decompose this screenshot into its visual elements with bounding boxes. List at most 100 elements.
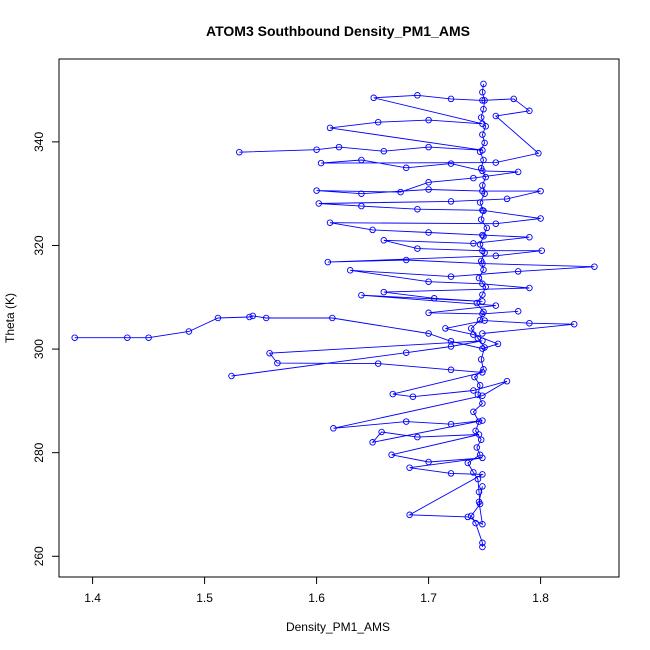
series-line <box>231 340 508 525</box>
data-point <box>479 207 486 214</box>
data-point <box>479 454 486 462</box>
data-point <box>479 280 486 288</box>
data-point <box>481 139 488 147</box>
data-point <box>249 312 257 320</box>
data-point <box>591 263 598 270</box>
data-point <box>236 148 243 156</box>
data-point <box>526 233 533 241</box>
data-point <box>526 107 533 115</box>
data-point <box>447 470 455 477</box>
data-point <box>324 258 332 266</box>
data-point <box>389 390 397 398</box>
data-point <box>470 469 477 476</box>
data-point <box>503 195 511 203</box>
data-point <box>369 439 376 446</box>
data-point <box>481 317 488 324</box>
series-3 <box>236 92 598 318</box>
data-point <box>329 314 336 322</box>
series-layer <box>71 80 598 551</box>
data-point <box>483 224 491 232</box>
x-tick-label: 1.5 <box>196 591 213 605</box>
data-point <box>481 249 488 256</box>
data-point <box>476 382 484 389</box>
data-point <box>477 436 485 443</box>
data-point <box>479 298 486 305</box>
y-tick-label: 300 <box>32 339 46 359</box>
data-point <box>430 295 438 302</box>
data-point <box>479 131 486 138</box>
data-point <box>425 179 432 186</box>
data-point <box>425 458 432 466</box>
data-point <box>479 187 486 195</box>
data-point <box>406 464 413 471</box>
data-point <box>570 320 578 328</box>
data-point <box>492 159 500 166</box>
data-point <box>479 539 486 547</box>
data-point <box>414 245 421 252</box>
data-point <box>514 308 522 315</box>
data-point <box>526 319 533 327</box>
data-point <box>358 291 365 299</box>
data-point <box>425 278 432 285</box>
data-point <box>479 483 486 490</box>
data-point <box>370 94 377 102</box>
data-point <box>479 369 486 376</box>
data-point <box>326 219 334 226</box>
data-point <box>475 431 483 438</box>
data-point <box>447 95 455 103</box>
x-axis: 1.4 1.5 1.6 1.7 1.8 <box>84 576 549 605</box>
data-point <box>414 92 421 99</box>
data-point <box>313 146 320 153</box>
data-point <box>425 229 432 236</box>
data-point <box>480 105 487 113</box>
data-point <box>475 498 483 506</box>
data-point <box>447 343 455 350</box>
data-point <box>380 288 388 296</box>
data-point <box>425 116 432 124</box>
data-point <box>467 325 475 332</box>
data-point <box>514 168 522 176</box>
data-point <box>266 349 273 357</box>
data-point <box>145 334 152 341</box>
data-point <box>358 190 365 197</box>
data-point <box>470 174 477 182</box>
data-point <box>477 114 485 121</box>
chart-title: ATOM3 Southbound Density_PM1_AMS <box>206 23 470 39</box>
data-point <box>474 475 482 483</box>
data-point <box>374 118 382 126</box>
x-tick-label: 1.6 <box>308 591 325 605</box>
data-point <box>479 392 486 399</box>
series-2 <box>228 337 511 528</box>
data-point <box>402 418 410 425</box>
data-point <box>503 377 511 385</box>
data-point <box>378 428 385 436</box>
data-point <box>470 408 477 416</box>
data-point <box>380 147 388 155</box>
data-point <box>479 471 486 478</box>
data-point <box>494 340 502 348</box>
data-point <box>480 80 487 88</box>
data-point <box>402 164 410 172</box>
x-tick-label: 1.8 <box>532 591 549 605</box>
data-point <box>317 159 325 167</box>
data-point <box>315 200 323 207</box>
data-point <box>470 331 477 338</box>
data-point <box>479 400 486 407</box>
y-tick-label: 340 <box>32 132 46 152</box>
data-point <box>313 187 320 194</box>
data-point <box>479 417 486 424</box>
data-point <box>475 274 483 282</box>
data-point <box>480 232 487 240</box>
data-point <box>414 433 421 441</box>
data-point <box>414 205 421 213</box>
data-point <box>330 425 337 432</box>
data-point <box>537 187 544 195</box>
x-tick-label: 1.4 <box>84 591 101 605</box>
data-point <box>476 316 484 324</box>
data-point <box>326 124 334 132</box>
data-point <box>492 252 500 260</box>
data-point <box>447 273 455 280</box>
x-axis-label: Density_PM1_AMS <box>286 620 390 634</box>
data-point <box>402 349 410 356</box>
